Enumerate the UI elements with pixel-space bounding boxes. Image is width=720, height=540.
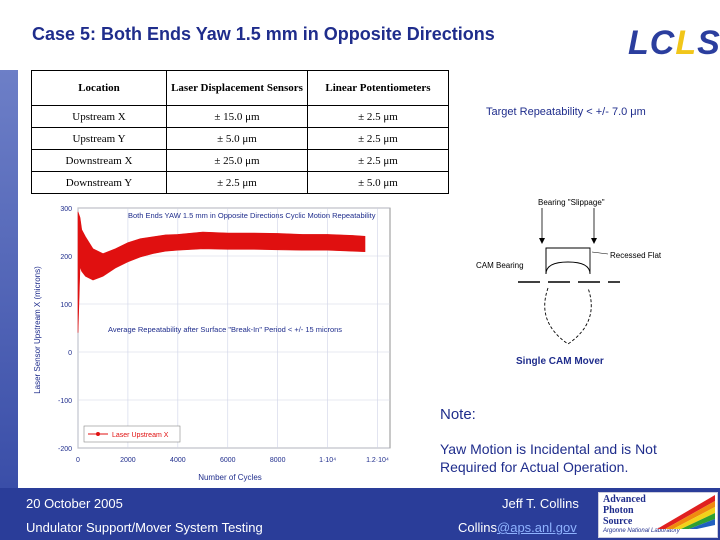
table-row: Upstream Y ± 5.0 μm ± 2.5 μm xyxy=(31,127,449,150)
footer-author: Jeff T. Collins xyxy=(502,496,579,511)
y-tick-label: -200 xyxy=(58,446,72,453)
x-tick-label: 1.2·10⁴ xyxy=(366,457,389,464)
cam-bearing-label: CAM Bearing xyxy=(476,261,524,270)
lcls-logo: LCLS xyxy=(628,24,720,62)
table-cell: ± 25.0 μm xyxy=(166,149,308,172)
cam-mover-diagram: Bearing "Slippage" Recessed Flat CAM Bea… xyxy=(476,198,662,367)
footer-event: Undulator Support/Mover System Testing xyxy=(26,520,263,535)
slide-title: Case 5: Both Ends Yaw 1.5 mm in Opposite… xyxy=(32,24,495,44)
slippage-label: Bearing "Slippage" xyxy=(538,198,605,207)
legend-marker xyxy=(96,432,100,436)
y-tick-label: 0 xyxy=(68,350,72,357)
x-tick-label: 0 xyxy=(76,457,80,464)
recessed-flat-block xyxy=(545,247,591,275)
footer-email: Collins@aps.anl.gov xyxy=(458,520,577,535)
header-laser: Laser Displacement Sensors xyxy=(166,70,308,106)
side-band xyxy=(0,70,18,488)
table-cell: ± 5.0 μm xyxy=(166,127,308,150)
chart-annotation: Average Repeatability after Surface "Bre… xyxy=(108,325,342,334)
footer-date: 20 October 2005 xyxy=(26,496,123,511)
chart-ticks: 0 2000 4000 6000 8000 1·10⁴ 1.2·10⁴3002001000-… xyxy=(58,206,389,464)
table-cell: ± 2.5 μm xyxy=(307,127,449,150)
table-cell: ± 2.5 μm xyxy=(307,105,449,128)
header-location: Location xyxy=(31,70,167,106)
y-tick-label: 100 xyxy=(60,302,72,309)
email-link[interactable]: @aps.anl.gov xyxy=(497,520,577,535)
cam-caption: Single CAM Mover xyxy=(516,356,604,367)
table-row: Downstream X ± 25.0 μm ± 2.5 μm xyxy=(31,149,449,172)
x-tick-label: 4000 xyxy=(170,457,186,464)
y-tick-label: 300 xyxy=(60,206,72,213)
note-body: Yaw Motion is Incidental and is Not Requ… xyxy=(440,441,657,475)
table-cell: ± 2.5 μm xyxy=(307,149,449,172)
y-tick-label: 200 xyxy=(60,254,72,261)
cam-outline xyxy=(544,287,592,345)
table-cell: Downstream X xyxy=(31,149,167,172)
x-tick-label: 8000 xyxy=(270,457,286,464)
repeatability-table: Location Laser Displacement Sensors Line… xyxy=(31,70,449,194)
x-tick-label: 1·10⁴ xyxy=(319,457,336,464)
table-row: Downstream Y ± 2.5 μm ± 5.0 μm xyxy=(31,171,449,194)
table-cell: Downstream Y xyxy=(31,171,167,194)
target-repeatability: Target Repeatability < +/- 7.0 μm xyxy=(486,106,646,118)
aps-logo: Advanced Photon Source Argonne National … xyxy=(598,492,718,538)
series-laser-upstream-x xyxy=(77,211,366,333)
note-heading: Note: xyxy=(440,406,476,423)
table-cell: Upstream X xyxy=(31,105,167,128)
slide-header: Case 5: Both Ends Yaw 1.5 mm in Opposite… xyxy=(0,0,720,70)
chart-legend: Laser Upstream X xyxy=(83,425,181,443)
chart-xlabel: Number of Cycles xyxy=(198,473,262,482)
y-tick-label: -100 xyxy=(58,398,72,405)
table-header-row: Location Laser Displacement Sensors Line… xyxy=(31,70,449,106)
table-cell: Upstream Y xyxy=(31,127,167,150)
table-cell: ± 15.0 μm xyxy=(166,105,308,128)
rainbow-icon xyxy=(657,495,715,529)
x-tick-label: 2000 xyxy=(120,457,136,464)
x-tick-label: 6000 xyxy=(220,457,236,464)
legend-label: Laser Upstream X xyxy=(112,432,169,439)
table-row: Upstream X ± 15.0 μm ± 2.5 μm xyxy=(31,105,449,128)
recessed-flat-label: Recessed Flat xyxy=(610,251,662,260)
chart-series xyxy=(77,211,366,333)
repeatability-chart: 0 2000 4000 6000 8000 1·10⁴ 1.2·10⁴3002001000-… xyxy=(30,200,430,488)
chart-ylabel: Laser Sensor Upstream X (microns) xyxy=(33,266,42,394)
table-cell: ± 2.5 μm xyxy=(166,171,308,194)
table-cell: ± 5.0 μm xyxy=(307,171,449,194)
chart-title: Both Ends YAW 1.5 mm in Opposite Directi… xyxy=(128,211,376,220)
header-potentiometer: Linear Potentiometers xyxy=(307,70,449,106)
